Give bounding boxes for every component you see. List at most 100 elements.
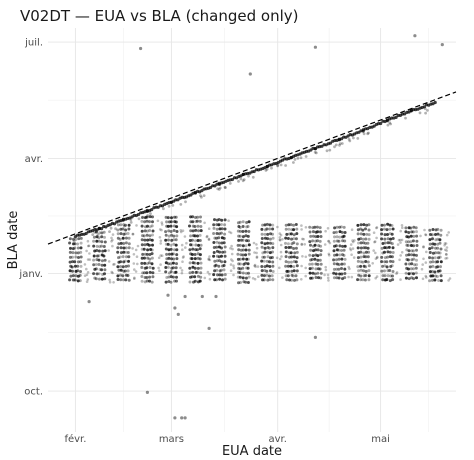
- data-point: [316, 262, 320, 266]
- data-point: [406, 244, 410, 247]
- data-point: [268, 260, 271, 264]
- data-point: [174, 270, 178, 274]
- data-point: [245, 225, 249, 229]
- data-point: [444, 248, 447, 252]
- data-point: [356, 232, 360, 236]
- data-point: [271, 278, 275, 282]
- data-point: [311, 254, 315, 258]
- data-point: [121, 255, 125, 259]
- data-point: [412, 257, 416, 261]
- data-point: [116, 265, 120, 269]
- data-point: [410, 253, 413, 257]
- data-point: [415, 234, 419, 238]
- data-point: [247, 174, 250, 178]
- data-point: [294, 274, 298, 278]
- data-point: [119, 241, 123, 245]
- data-point: [85, 273, 89, 277]
- data-point: [391, 278, 395, 282]
- data-point: [100, 240, 104, 244]
- data-point: [85, 280, 89, 284]
- data-point: [100, 263, 104, 267]
- data-point: [349, 248, 353, 252]
- data-point: [160, 221, 164, 224]
- data-point: [213, 278, 217, 282]
- data-point: [341, 239, 345, 243]
- data-point: [328, 141, 333, 145]
- data-point: [367, 233, 371, 237]
- data-point: [386, 241, 390, 245]
- data-point: [310, 262, 314, 266]
- data-point: [335, 262, 339, 266]
- data-point: [241, 257, 245, 261]
- data-point: [415, 248, 418, 252]
- data-point: [337, 267, 341, 271]
- data-point: [212, 246, 216, 249]
- data-point: [198, 253, 202, 257]
- data-point: [299, 156, 303, 160]
- data-point: [415, 276, 418, 280]
- data-point: [207, 326, 211, 330]
- data-point: [415, 253, 418, 257]
- data-point: [337, 276, 341, 280]
- data-point: [71, 269, 74, 273]
- data-point: [95, 272, 99, 276]
- data-point: [117, 268, 121, 272]
- data-point: [196, 274, 200, 278]
- data-point: [207, 227, 211, 230]
- data-point: [445, 253, 448, 256]
- data-point: [439, 279, 443, 283]
- data-point: [445, 246, 449, 249]
- data-point: [311, 271, 315, 275]
- data-point: [436, 242, 440, 246]
- data-point: [301, 254, 304, 258]
- data-point: [85, 249, 88, 253]
- data-point: [407, 272, 411, 276]
- data-point: [165, 276, 169, 279]
- data-point: [292, 247, 296, 250]
- data-point: [252, 169, 256, 174]
- data-point: [219, 231, 223, 235]
- data-point: [116, 228, 120, 232]
- data-point: [140, 243, 144, 247]
- data-point: [263, 242, 267, 246]
- data-point: [338, 230, 342, 234]
- data-point: [193, 261, 197, 265]
- data-point: [324, 265, 328, 269]
- data-point: [74, 251, 78, 255]
- data-point: [266, 278, 270, 282]
- data-point: [194, 270, 198, 274]
- data-point: [103, 235, 106, 239]
- data-point: [131, 247, 134, 250]
- data-point: [148, 229, 152, 232]
- data-point: [107, 249, 110, 252]
- data-point: [289, 232, 293, 236]
- data-point: [252, 241, 256, 245]
- data-point: [148, 238, 152, 242]
- data-point: [222, 268, 226, 272]
- data-point: [426, 109, 429, 112]
- data-point: [364, 265, 368, 269]
- data-point: [365, 232, 369, 236]
- data-point: [223, 185, 227, 189]
- data-point: [95, 249, 99, 252]
- data-point: [121, 236, 125, 240]
- data-point: [338, 225, 342, 229]
- data-point: [359, 246, 363, 250]
- data-point: [140, 238, 144, 242]
- data-point: [223, 250, 227, 254]
- data-point: [188, 271, 192, 275]
- data-point: [205, 235, 209, 239]
- data-point: [334, 244, 338, 248]
- data-point: [143, 256, 146, 260]
- data-point: [367, 264, 371, 268]
- data-point: [407, 277, 411, 281]
- data-point: [102, 254, 106, 258]
- data-point: [430, 246, 434, 250]
- data-point: [190, 257, 194, 261]
- data-point: [266, 237, 270, 241]
- data-point: [255, 256, 259, 259]
- data-point: [208, 277, 212, 281]
- data-point: [237, 262, 241, 266]
- data-point: [323, 273, 326, 277]
- data-point: [318, 230, 322, 234]
